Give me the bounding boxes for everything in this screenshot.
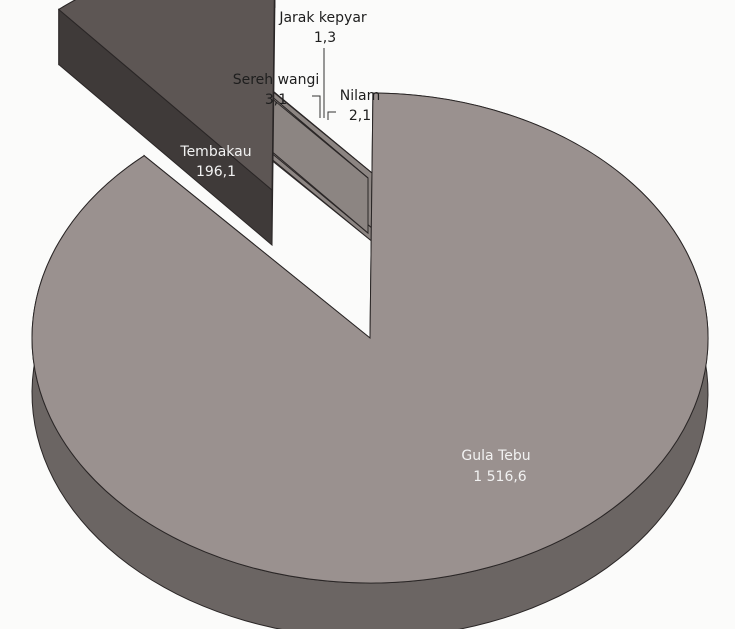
leader-line-sereh-wangi	[312, 95, 321, 118]
slice-tembakau	[57, 0, 275, 192]
label-gula-tebu-name: Gula Tebu	[461, 448, 530, 464]
label-sereh-wangi-value: 3,1	[265, 92, 287, 108]
slice-gula-tebu	[31, 92, 709, 584]
label-jarak-kepyar-value: 1,3	[314, 30, 336, 46]
label-jarak-kepyar-name: Jarak kepyar	[278, 10, 367, 26]
label-nilam-value: 2,1	[349, 108, 371, 124]
label-gula-tebu-value: 1 516,6	[473, 469, 527, 485]
label-tembakau-value: 196,1	[196, 164, 236, 180]
label-nilam-name: Nilam	[340, 88, 380, 104]
label-tembakau-name: Tembakau	[179, 144, 251, 160]
leader-line-nilam	[327, 111, 336, 120]
label-sereh-wangi-name: Sereh wangi	[233, 72, 320, 88]
